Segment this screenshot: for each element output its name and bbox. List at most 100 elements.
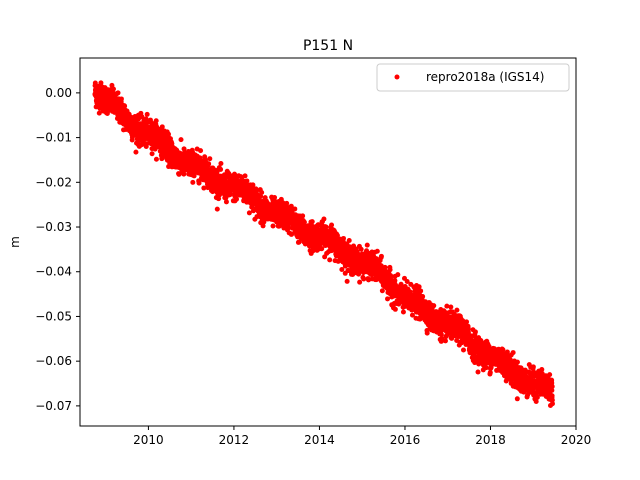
data-point (98, 80, 104, 86)
data-point (444, 303, 450, 309)
data-point (218, 161, 224, 167)
data-point (191, 173, 197, 179)
x-tick-label: 2016 (390, 433, 421, 447)
data-point (246, 210, 252, 216)
data-point (319, 246, 325, 252)
data-point (464, 319, 470, 325)
data-point (250, 182, 256, 188)
data-point (530, 364, 536, 370)
data-point (292, 206, 298, 212)
data-point (272, 195, 278, 201)
data-point (418, 288, 424, 294)
x-axis: 2010 2012 2014 2016 2018 2020 (133, 426, 591, 447)
data-point (115, 90, 121, 96)
data-point (329, 222, 335, 228)
x-tick-label: 2018 (475, 433, 506, 447)
y-axis-label: m (8, 236, 22, 248)
data-point (334, 232, 340, 238)
x-tick-label: 2014 (304, 433, 335, 447)
chart-title: P151 N (303, 38, 353, 54)
data-point (549, 401, 555, 407)
data-point (378, 253, 384, 259)
data-point (327, 257, 333, 263)
data-point (234, 196, 239, 202)
data-point (424, 330, 430, 336)
data-point (483, 365, 489, 371)
data-point (196, 180, 202, 186)
data-point (374, 248, 380, 254)
data-point (487, 370, 493, 376)
data-point (258, 193, 264, 199)
x-tick-label: 2020 (561, 433, 592, 447)
legend-label: repro2018a (IGS14) (426, 70, 544, 84)
data-point (472, 329, 478, 335)
data-point (341, 235, 346, 241)
data-point (549, 397, 555, 403)
y-tick-label: 0.00 (45, 86, 72, 100)
data-point (242, 173, 248, 179)
data-point (448, 304, 454, 310)
data-point (301, 219, 307, 225)
data-point (514, 359, 520, 365)
data-point (118, 96, 124, 102)
legend-marker (394, 74, 400, 80)
data-point (133, 149, 139, 155)
data-point (96, 110, 102, 116)
data-point (533, 399, 539, 405)
data-point (388, 273, 394, 279)
y-tick-label: −0.05 (35, 309, 72, 323)
data-point (358, 246, 364, 252)
data-point (227, 191, 233, 197)
legend-box (376, 63, 570, 92)
data-point (149, 151, 155, 157)
data-point (110, 86, 116, 92)
data-point (344, 278, 350, 284)
data-point (510, 350, 516, 356)
data-point (206, 161, 212, 167)
data-point (153, 156, 159, 162)
data-point (178, 137, 184, 143)
data-point (201, 185, 207, 191)
data-point (431, 303, 437, 309)
data-point (392, 306, 398, 312)
data-point (159, 124, 165, 130)
data-point (514, 396, 520, 402)
data-points (92, 80, 555, 408)
data-point (387, 267, 393, 273)
x-tick-label: 2010 (133, 433, 164, 447)
y-tick-label: −0.03 (35, 220, 72, 234)
data-point (300, 213, 306, 219)
data-point (438, 332, 444, 338)
data-point (214, 206, 220, 212)
data-point (416, 284, 422, 290)
y-axis: 0.00 −0.01 −0.02 −0.03 −0.04 −0.05 −0.06 −0.07 (35, 86, 80, 413)
data-point (534, 394, 540, 400)
data-point (439, 336, 445, 342)
data-point (244, 178, 250, 184)
y-tick-label: −0.07 (35, 399, 72, 413)
data-point (223, 199, 229, 205)
data-point (547, 372, 553, 378)
data-point (454, 307, 460, 313)
data-point (357, 279, 363, 285)
y-tick-label: −0.02 (35, 175, 72, 189)
data-point (420, 293, 426, 299)
data-point (339, 266, 345, 272)
data-point (404, 279, 410, 285)
data-point (442, 338, 448, 344)
x-tick-label: 2012 (219, 433, 250, 447)
data-point (504, 349, 510, 355)
y-tick-label: −0.04 (35, 265, 72, 279)
data-point (460, 347, 466, 353)
data-point (465, 325, 471, 331)
data-point (346, 238, 352, 244)
data-point (92, 80, 98, 86)
data-point (364, 242, 370, 248)
data-point (475, 369, 481, 375)
data-point (395, 272, 401, 278)
data-point (323, 224, 329, 230)
data-point (176, 171, 182, 177)
data-point (549, 387, 555, 393)
data-point (207, 156, 213, 162)
